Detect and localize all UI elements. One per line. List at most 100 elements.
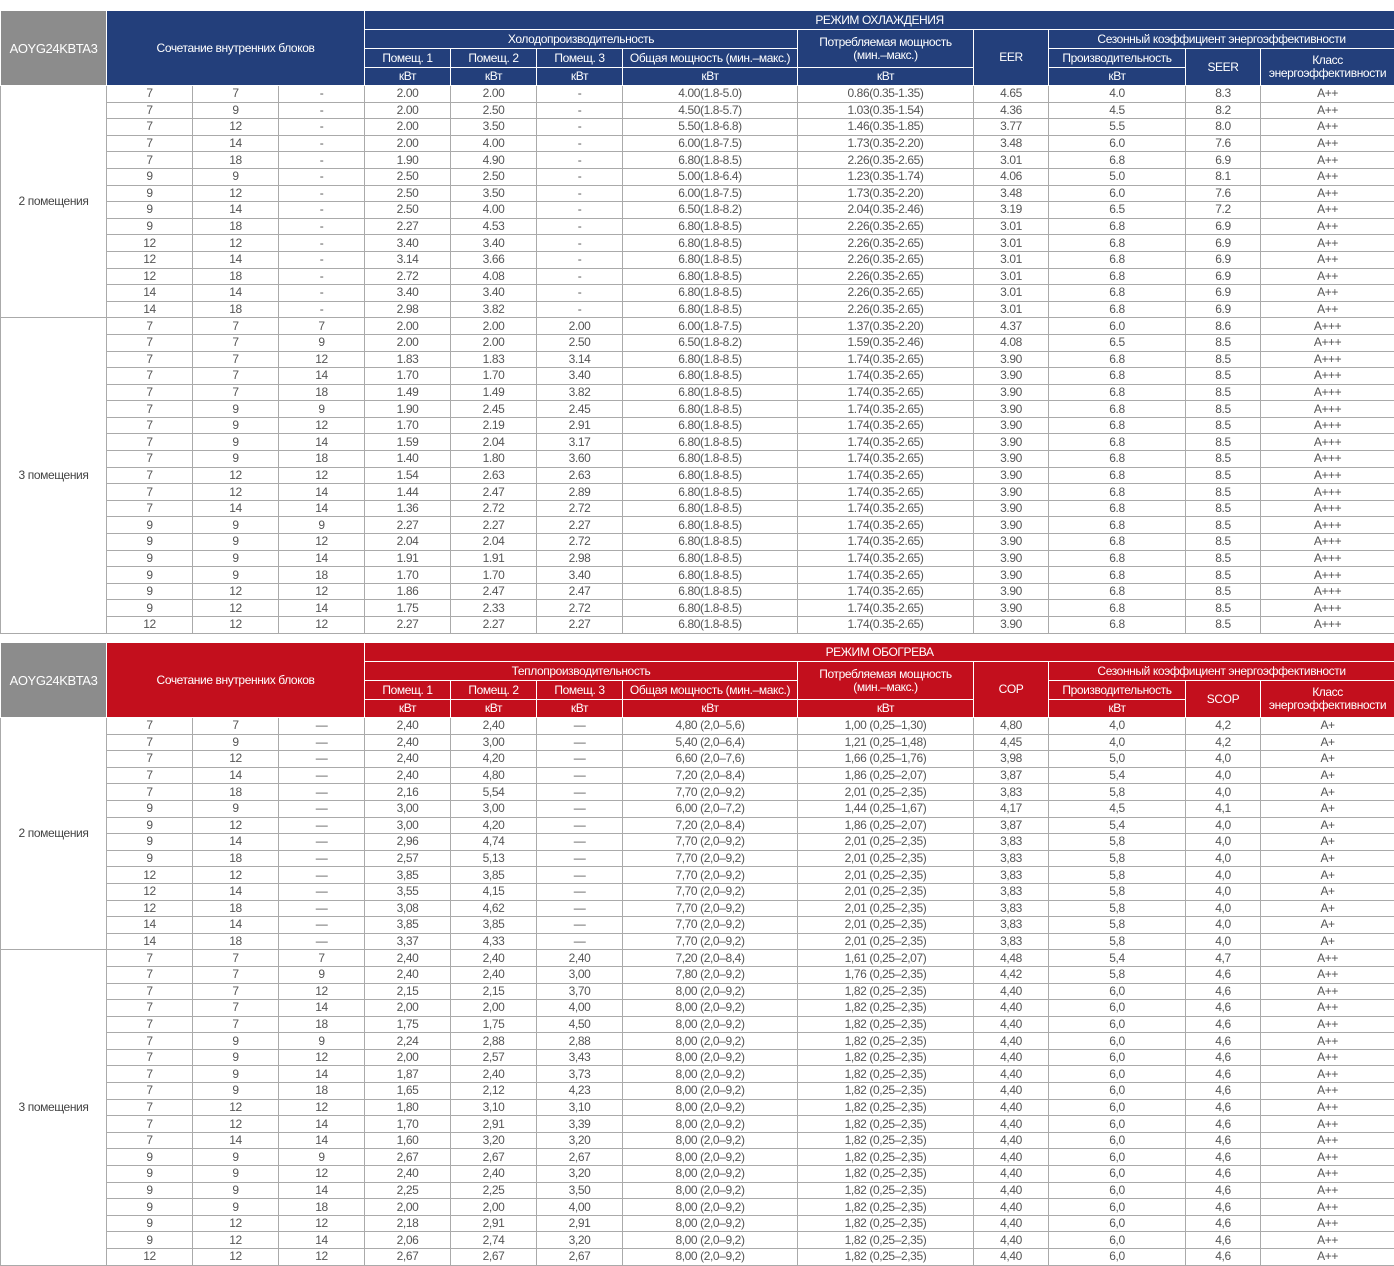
- model-name: AOYG24KBTA3: [1, 643, 107, 718]
- table-cell: 12: [107, 251, 193, 268]
- table-cell: 12: [107, 268, 193, 285]
- table-cell: 4,42: [974, 966, 1049, 983]
- table-cell: 7.6: [1186, 185, 1261, 202]
- table-cell: 8,00 (2,0–9,2): [623, 1249, 798, 1266]
- table-cell: 2.26(0.35-2.65): [798, 251, 974, 268]
- table-cell: 2,67: [365, 1149, 451, 1166]
- table-cell: 1,82 (0,25–2,35): [798, 1166, 974, 1183]
- table-cell: 6,0: [1049, 1166, 1186, 1183]
- table-cell: 8.5: [1186, 617, 1261, 634]
- table-cell: 7,70 (2,0–9,2): [623, 933, 798, 950]
- table-cell: 3,85: [451, 917, 537, 934]
- table-cell: 6.8: [1049, 484, 1186, 501]
- table-cell: 6.8: [1049, 301, 1186, 318]
- table-cell: 1.90: [365, 401, 451, 418]
- table-cell: 4,40: [974, 1249, 1049, 1266]
- table-cell: 1.74(0.35-2.65): [798, 534, 974, 551]
- table-cell: 3,10: [451, 1099, 537, 1116]
- table-cell: 1,76 (0,25–2,35): [798, 966, 974, 983]
- table-cell: 1,82 (0,25–2,35): [798, 1182, 974, 1199]
- table-cell: 7: [107, 351, 193, 368]
- table-cell: 2,74: [451, 1232, 537, 1249]
- table-cell: 6,0: [1049, 1116, 1186, 1133]
- power-header: Потребляемая мощность(мин.–макс.): [798, 30, 974, 68]
- table-cell: A++: [1261, 1215, 1394, 1232]
- table-cell: A+++: [1261, 567, 1394, 584]
- table-cell: 3.90: [974, 484, 1049, 501]
- table-cell: A++: [1261, 1199, 1394, 1216]
- table-cell: -: [537, 301, 623, 318]
- table-cell: -: [279, 168, 365, 185]
- table-cell: 6.0: [1049, 135, 1186, 152]
- table-cell: 9: [107, 550, 193, 567]
- table-cell: —: [279, 784, 365, 801]
- table-cell: 7: [107, 718, 193, 735]
- table-cell: 3.90: [974, 434, 1049, 451]
- table-cell: 3.90: [974, 417, 1049, 434]
- table-cell: 12: [279, 467, 365, 484]
- table-cell: 2,00: [451, 1000, 537, 1017]
- table-cell: -: [537, 202, 623, 219]
- table-cell: 3.40: [537, 368, 623, 385]
- table-cell: 9: [193, 1166, 279, 1183]
- table-cell: 4,1: [1186, 800, 1261, 817]
- table-cell: 12: [279, 534, 365, 551]
- table-cell: 1.74(0.35-2.65): [798, 384, 974, 401]
- table-cell: -: [537, 102, 623, 119]
- table-cell: 2.27: [365, 517, 451, 534]
- table-cell: 3.90: [974, 617, 1049, 634]
- table-cell: 8,00 (2,0–9,2): [623, 1132, 798, 1149]
- table-cell: 7.2: [1186, 202, 1261, 219]
- table-cell: A+: [1261, 917, 1394, 934]
- table-cell: 12: [279, 1099, 365, 1116]
- table-cell: 6.8: [1049, 268, 1186, 285]
- table-cell: 3,20: [537, 1132, 623, 1149]
- table-cell: A+: [1261, 933, 1394, 950]
- table-cell: 2,18: [365, 1215, 451, 1232]
- table-cell: 3,00: [451, 800, 537, 817]
- table-cell: 1.54: [365, 467, 451, 484]
- table-cell: 4,6: [1186, 1083, 1261, 1100]
- table-cell: 7: [193, 351, 279, 368]
- table-cell: 6.9: [1186, 251, 1261, 268]
- table-cell: 8.5: [1186, 334, 1261, 351]
- table-cell: 5,13: [451, 850, 537, 867]
- table-cell: 2.72: [451, 500, 537, 517]
- table-cell: 6.80(1.8-8.5): [623, 351, 798, 368]
- table-cell: 18: [193, 301, 279, 318]
- ratio-header: EER: [974, 30, 1049, 86]
- table-cell: 4.00: [451, 135, 537, 152]
- table-cell: A+: [1261, 883, 1394, 900]
- table-cell: 7: [107, 434, 193, 451]
- table-cell: 6.8: [1049, 534, 1186, 551]
- group-label: 3 помещения: [1, 950, 107, 1265]
- table-cell: 6.80(1.8-8.5): [623, 268, 798, 285]
- table-cell: 2.47: [537, 583, 623, 600]
- table-cell: A+++: [1261, 451, 1394, 468]
- table-cell: 18: [279, 451, 365, 468]
- table-cell: A++: [1261, 966, 1394, 983]
- table-cell: 2.26(0.35-2.65): [798, 152, 974, 169]
- table-cell: 2,15: [365, 983, 451, 1000]
- table-cell: 6.80(1.8-8.5): [623, 417, 798, 434]
- table-cell: 3.19: [974, 202, 1049, 219]
- table-cell: 6.80(1.8-8.5): [623, 567, 798, 584]
- table-cell: 12: [193, 1232, 279, 1249]
- table-cell: 8.5: [1186, 351, 1261, 368]
- table-cell: 12: [193, 235, 279, 252]
- table-cell: 1,75: [365, 1016, 451, 1033]
- table-cell: 5,40 (2,0–6,4): [623, 734, 798, 751]
- table-cell: 3.60: [537, 451, 623, 468]
- table-cell: 12: [193, 617, 279, 634]
- table-cell: 7: [107, 451, 193, 468]
- table-cell: —: [279, 751, 365, 768]
